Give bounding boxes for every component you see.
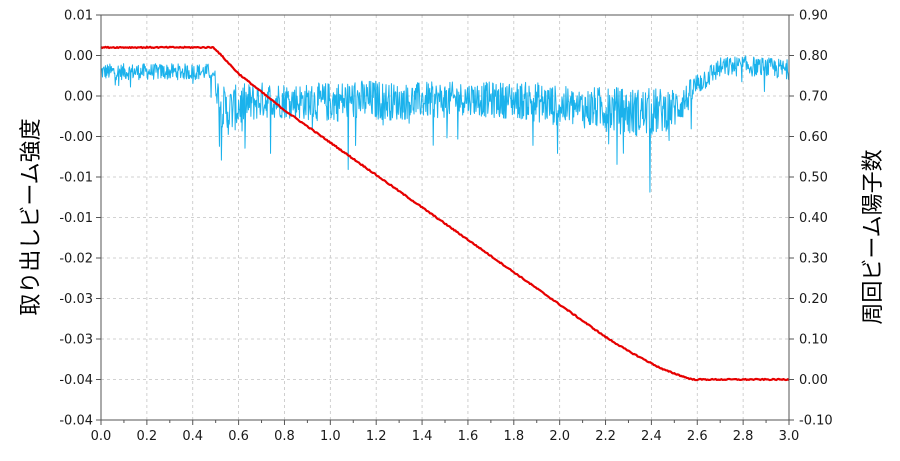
y-left-tick-label: -0.04 [59,414,93,429]
y-left-tick-label: 0.00 [64,49,93,64]
x-tick-label: 2.4 [641,429,662,444]
series-line-beam-intensity [100,55,790,193]
y-axis-title-right: 周回ビーム陽子数 [861,149,886,324]
y-left-tick-label: 0.01 [64,9,93,24]
y-left-tick-label: -0.00 [59,130,93,145]
y-right-tick-label: 0.70 [799,90,828,105]
x-tick-label: 0.8 [274,429,295,444]
x-tick-label: 0.2 [137,429,158,444]
x-tick-label: 0.0 [91,429,112,444]
y-left-tick-label: -0.03 [59,333,93,348]
y-left-tick-label: -0.01 [59,211,93,226]
y-left-tick-label: 0.00 [64,90,93,105]
y-left-tick-label: -0.01 [59,171,93,186]
y-right-tick-label: 0.90 [799,9,828,24]
x-tick-label: 2.0 [549,429,570,444]
y-right-tick-label: 0.00 [799,373,828,388]
x-tick-label: 1.2 [366,429,387,444]
y-right-tick-label: -0.10 [799,414,833,429]
y-right-tick-label: 0.40 [799,211,828,226]
y-right-tick-label: 0.60 [799,130,828,145]
series-layer [100,45,790,382]
series-line-proton-count [100,45,790,382]
x-tick-label: 1.6 [458,429,479,444]
y-right-tick-label: 0.30 [799,252,828,267]
x-tick-label: 0.6 [228,429,249,444]
y-left-tick-label: -0.03 [59,292,93,307]
y-left-tick-label: -0.04 [59,373,93,388]
x-tick-label: 1.8 [503,429,524,444]
y-right-tick-label: 0.50 [799,171,828,186]
x-tick-label: 1.0 [320,429,341,444]
y-axis-title-left: 取り出しビーム強度 [19,118,44,315]
y-right-tick-label: 0.10 [799,333,828,348]
x-tick-label: 2.2 [595,429,616,444]
x-tick-label: 0.4 [182,429,203,444]
x-tick-label: 3.0 [779,429,800,444]
y-right-tick-label: 0.20 [799,292,828,307]
x-tick-label: 1.4 [412,429,433,444]
x-tick-label: 2.8 [733,429,754,444]
axes: 0.0 0.2 0.4 0.6 0.8 1.0 1.2 1.4 1.6 1.8 2.0 2.2 2.4 2… [59,9,832,445]
y-right-tick-label: 0.80 [799,49,828,64]
x-tick-label: 2.6 [687,429,708,444]
y-left-tick-label: -0.02 [59,252,93,267]
